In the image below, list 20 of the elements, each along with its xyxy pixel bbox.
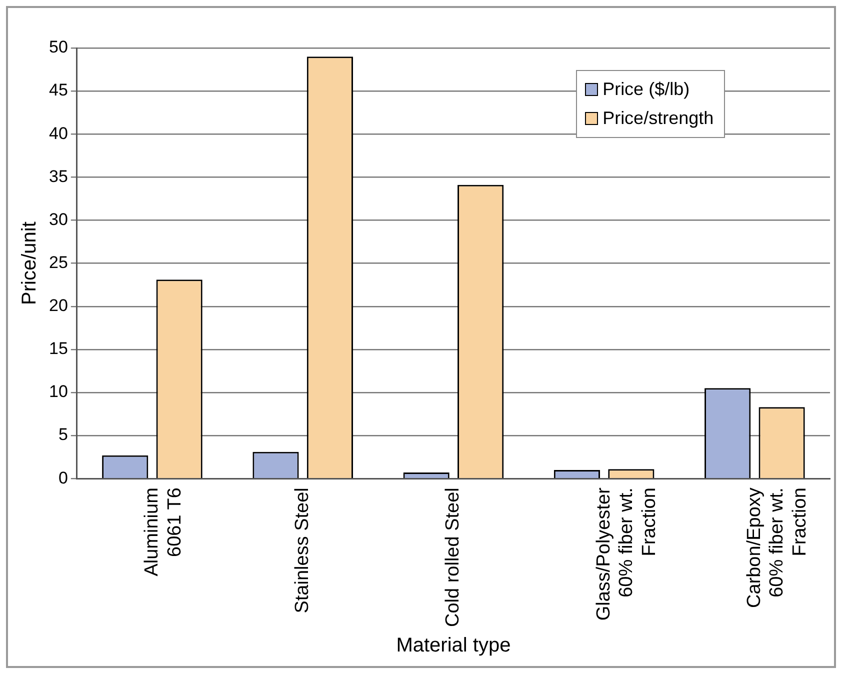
legend-label: Price ($/lb) bbox=[602, 78, 691, 101]
y-tick-label: 40 bbox=[48, 124, 68, 143]
y-tick-label: 35 bbox=[48, 166, 68, 186]
y-tick-label: 0 bbox=[58, 468, 68, 488]
x-tick-label: Stainless Steel bbox=[292, 488, 314, 614]
y-tick-label: 25 bbox=[48, 252, 68, 272]
x-tick-label: Carbon/Epoxy 60% fiber wt. Fraction bbox=[744, 487, 811, 608]
y-tick-label: 15 bbox=[48, 339, 68, 358]
y-tick-label: 50 bbox=[48, 38, 68, 57]
x-tick-label: Cold rolled Steel bbox=[442, 488, 464, 628]
x-tick-label: Glass/Polyester 60% fiber wt. Fraction bbox=[593, 486, 660, 621]
legend-label: Price/strength bbox=[602, 106, 714, 130]
x-axis-title: Material type bbox=[396, 634, 511, 657]
y-tick-label: 10 bbox=[48, 382, 68, 402]
y-tick-label: 5 bbox=[58, 425, 68, 444]
x-tick-label: Aluminium 6061 T6 bbox=[141, 488, 186, 576]
y-tick-label: 45 bbox=[48, 80, 68, 100]
y-tick-label: 30 bbox=[48, 210, 68, 229]
y-tick-label: 20 bbox=[48, 296, 68, 316]
y-axis-title: Price/unit bbox=[18, 221, 41, 305]
